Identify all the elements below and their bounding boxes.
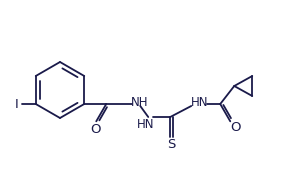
Text: HN: HN bbox=[191, 95, 208, 108]
Text: NH: NH bbox=[131, 95, 148, 108]
Text: O: O bbox=[230, 121, 241, 134]
Text: S: S bbox=[167, 139, 175, 152]
Text: O: O bbox=[90, 123, 101, 136]
Text: HN: HN bbox=[136, 119, 154, 132]
Text: I: I bbox=[15, 97, 18, 110]
